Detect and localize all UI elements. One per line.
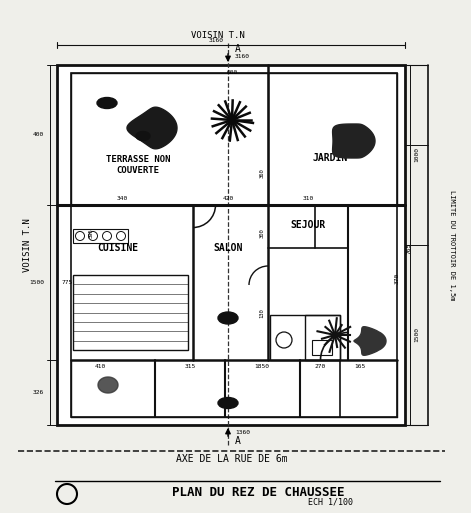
Text: LIMITE DU TROTTOIR DE 1,5m: LIMITE DU TROTTOIR DE 1,5m (449, 190, 455, 300)
Text: AXE DE LA RUE DE 6m: AXE DE LA RUE DE 6m (176, 454, 288, 464)
Bar (305, 315, 340, 360)
Text: JARDIN: JARDIN (312, 153, 348, 163)
Text: 360: 360 (260, 168, 265, 178)
Polygon shape (98, 377, 118, 393)
Text: 1500: 1500 (414, 327, 420, 343)
Polygon shape (354, 327, 386, 356)
Text: 1500: 1500 (29, 281, 44, 286)
Text: 3160: 3160 (235, 54, 250, 60)
Text: PLAN DU REZ DE CHAUSSEE: PLAN DU REZ DE CHAUSSEE (172, 486, 344, 500)
Text: 765: 765 (406, 242, 412, 253)
Text: 1000: 1000 (414, 148, 420, 163)
Ellipse shape (97, 97, 117, 109)
Text: TERRASSE NON
COUVERTE: TERRASSE NON COUVERTE (106, 155, 170, 175)
Bar (73, 229, 128, 243)
Text: SALON: SALON (213, 243, 243, 253)
Text: 3160: 3160 (209, 38, 224, 44)
Ellipse shape (218, 398, 238, 408)
Bar (57, 65, 405, 425)
Text: VOISIN T.N: VOISIN T.N (24, 218, 32, 272)
Bar (73, 275, 188, 350)
Text: 370: 370 (395, 272, 399, 284)
Circle shape (229, 117, 235, 123)
Text: 326: 326 (33, 390, 44, 396)
Text: 130: 130 (260, 308, 265, 318)
Text: 340: 340 (116, 196, 128, 202)
Polygon shape (333, 124, 375, 158)
Text: 315: 315 (184, 365, 195, 369)
Text: A: A (235, 436, 241, 446)
Bar (270, 315, 340, 360)
Polygon shape (127, 107, 177, 149)
Text: VOISIN T.N: VOISIN T.N (191, 30, 245, 40)
Circle shape (333, 332, 338, 338)
Text: 420: 420 (222, 196, 234, 202)
Text: 310: 310 (302, 196, 314, 202)
Text: 300: 300 (260, 228, 265, 238)
Text: 270: 270 (314, 365, 325, 369)
Text: 600: 600 (227, 69, 238, 74)
Text: A: A (235, 44, 241, 54)
Text: 1850: 1850 (254, 365, 269, 369)
Text: CUISINE: CUISINE (97, 243, 138, 253)
Text: 410: 410 (94, 365, 106, 369)
Ellipse shape (136, 131, 150, 141)
Text: 165: 165 (354, 365, 365, 369)
Bar (71, 73, 397, 417)
Text: 395: 395 (89, 228, 94, 238)
Ellipse shape (218, 312, 238, 324)
Text: ECH 1/100: ECH 1/100 (308, 498, 352, 506)
Bar (312, 340, 332, 355)
Text: 1360: 1360 (235, 430, 250, 436)
Text: 775: 775 (61, 281, 73, 286)
Text: SEJOUR: SEJOUR (291, 220, 325, 230)
Text: 400: 400 (33, 132, 44, 137)
